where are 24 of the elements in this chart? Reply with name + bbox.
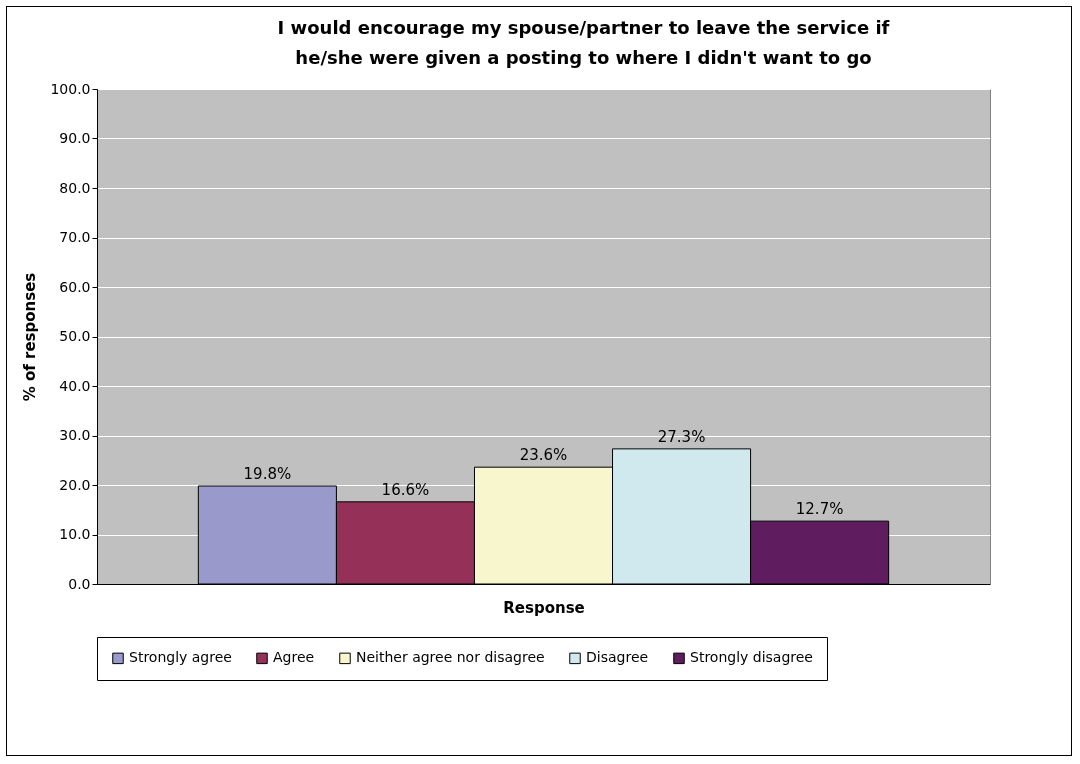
y-tick-label: 50.0: [59, 328, 91, 344]
data-label: 27.3%: [657, 427, 706, 446]
y-tick-label: 30.0: [59, 427, 91, 443]
y-tick-label: 20.0: [59, 476, 91, 493]
y-tick-label: 70.0: [59, 229, 91, 245]
y-tick-label: 0.0: [68, 575, 91, 592]
y-tick-label: 80.0: [59, 179, 91, 196]
y-tick-label: 90.0: [59, 130, 91, 146]
y-axis-title: % of responses: [21, 272, 40, 402]
legend-label: Neither agree nor disagree: [356, 649, 545, 666]
legend-label: Strongly agree: [129, 649, 232, 666]
legend-label: Disagree: [586, 649, 649, 666]
y-tick-label: 60.0: [59, 278, 91, 295]
x-axis-title: Response: [503, 598, 585, 617]
y-tick-label: 40.0: [59, 377, 91, 394]
data-label: 19.8%: [243, 464, 292, 483]
y-tick-label: 10.0: [59, 526, 91, 542]
y-tick-label: 100.0: [50, 80, 91, 97]
legend-label: Agree: [273, 649, 315, 666]
legend-label: Strongly disagree: [690, 649, 813, 666]
data-label: 12.7%: [795, 500, 844, 519]
data-label: 16.6%: [381, 480, 430, 499]
chart-title: I would encourage my spouse/partner to leave the service if he/she were given a posting to where I didn't want to go: [277, 17, 890, 68]
data-label: 23.6%: [519, 446, 568, 465]
